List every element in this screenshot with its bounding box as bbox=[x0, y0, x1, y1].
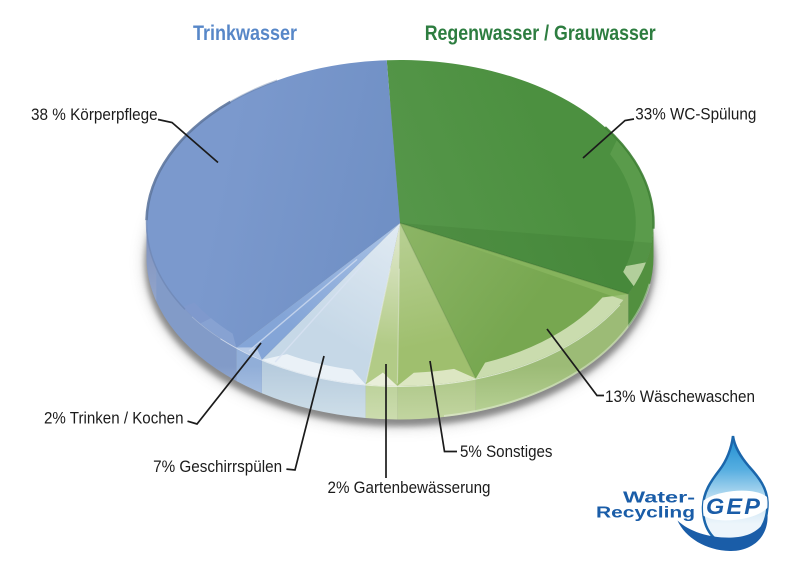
svg-text:2% Trinken / Kochen: 2% Trinken / Kochen bbox=[44, 409, 184, 428]
svg-text:5% Sonstiges: 5% Sonstiges bbox=[460, 442, 553, 461]
svg-text:Trinkwasser: Trinkwasser bbox=[193, 21, 298, 45]
svg-text:Recycling: Recycling bbox=[596, 505, 695, 522]
svg-text:2% Gartenbewässerung: 2% Gartenbewässerung bbox=[328, 478, 491, 497]
svg-text:38 % Körperpflege: 38 % Körperpflege bbox=[31, 105, 158, 124]
svg-text:13% Wäschewaschen: 13% Wäschewaschen bbox=[605, 387, 755, 406]
svg-text:7% Geschirrspülen: 7% Geschirrspülen bbox=[153, 457, 282, 476]
svg-text:Water-: Water- bbox=[623, 490, 695, 507]
svg-text:33% WC-Spülung: 33% WC-Spülung bbox=[635, 105, 756, 124]
svg-text:GEP: GEP bbox=[706, 494, 762, 519]
svg-text:Regenwasser / Grauwasser: Regenwasser / Grauwasser bbox=[425, 21, 657, 45]
